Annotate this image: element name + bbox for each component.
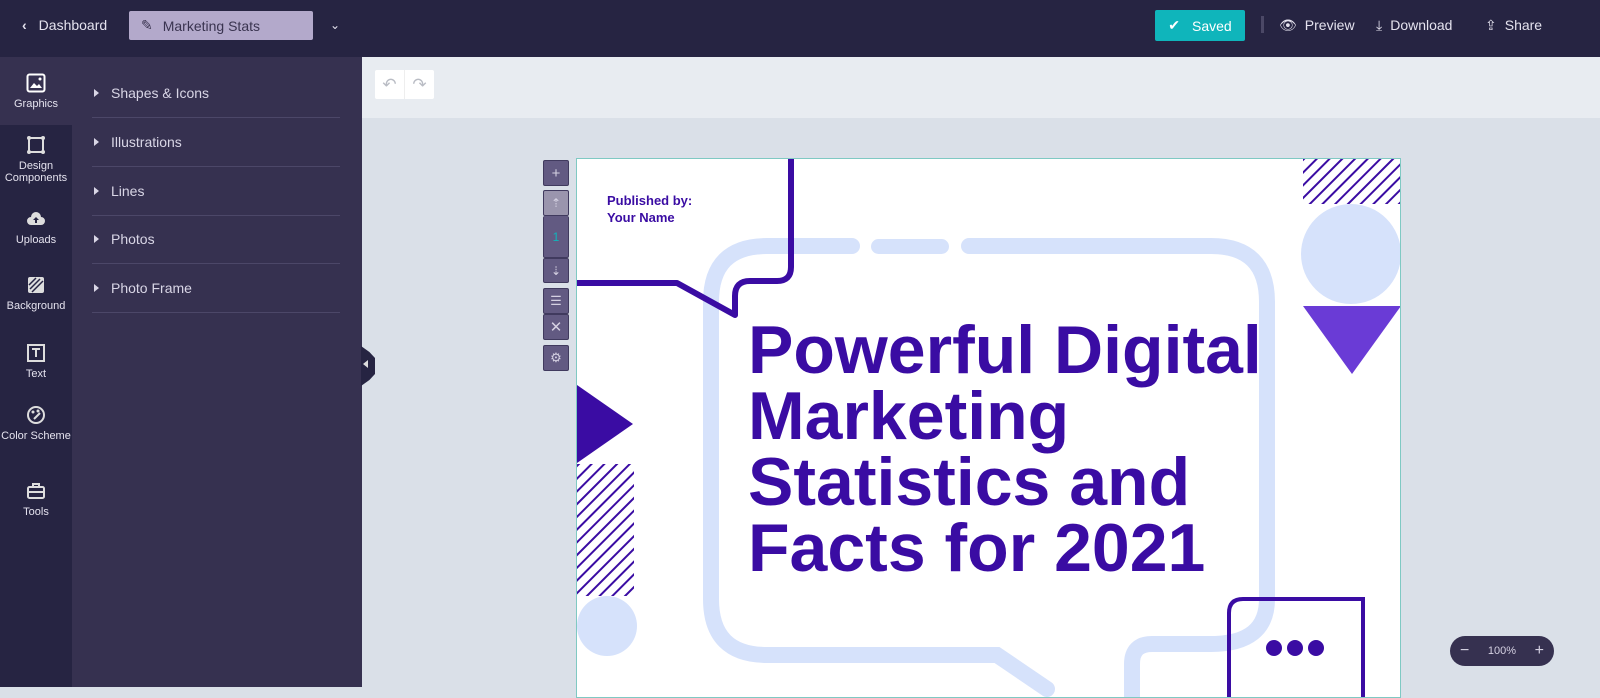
caret-right-icon xyxy=(94,138,99,146)
redo-icon[interactable]: ↷ xyxy=(404,70,434,99)
top-bar: ‹ Dashboard ✎ Marketing Stats ⌄ ✔ Saved 👁 Pr… xyxy=(0,0,1600,57)
panel-item-photos[interactable]: Photos xyxy=(92,215,340,264)
panel-item-illustrations[interactable]: Illustrations xyxy=(92,118,340,167)
artboard[interactable]: Published by: Your Name Powerful Digital … xyxy=(576,158,1401,698)
undo-redo-group: ↶ ↷ xyxy=(375,70,434,99)
plus-icon: + xyxy=(551,164,561,182)
graphics-panel: Shapes & Icons Illustrations Lines Photo… xyxy=(72,57,362,687)
panel-item-lines[interactable]: Lines xyxy=(92,167,340,216)
dash-shape xyxy=(822,239,852,254)
panel-item-photo-frame[interactable]: Photo Frame xyxy=(92,264,340,313)
circle-shape xyxy=(577,596,637,656)
check-icon: ✔ xyxy=(1168,17,1181,33)
zoom-in-button[interactable]: + xyxy=(1534,642,1544,659)
tool-rail: Graphics Design Components Uploads Backg… xyxy=(0,57,72,687)
hatch-pattern xyxy=(1303,159,1400,204)
divider xyxy=(1261,16,1264,33)
back-to-dashboard-link[interactable]: ‹ Dashboard xyxy=(22,17,108,33)
dot xyxy=(1308,640,1324,656)
outline-speech-line xyxy=(577,159,794,318)
caret-left-icon xyxy=(363,360,368,368)
cloud-upload-icon xyxy=(27,212,45,225)
palette-icon xyxy=(27,406,45,424)
rail-item-background[interactable]: Background xyxy=(0,275,72,312)
saved-button[interactable]: ✔ Saved xyxy=(1155,10,1245,41)
rail-item-tools[interactable]: Tools xyxy=(2,481,70,518)
share-icon: ⇪ xyxy=(1485,16,1497,33)
chevron-left-icon: ‹ xyxy=(22,17,27,33)
rail-item-uploads[interactable]: Uploads xyxy=(0,209,72,246)
pencil-icon: ✎ xyxy=(141,17,153,33)
move-page-up-button[interactable]: ⇡ xyxy=(543,190,569,216)
speech-bubble-shape-right xyxy=(961,238,1275,697)
headline-text[interactable]: Powerful Digital Marketing Statistics an… xyxy=(748,312,1262,586)
document-name-field[interactable]: ✎ Marketing Stats xyxy=(129,11,313,40)
dash-shape xyxy=(871,239,949,254)
page-number: 1 xyxy=(543,216,569,258)
speech-bubble-shape xyxy=(703,238,1055,697)
triangle-shape xyxy=(1303,306,1400,374)
gear-icon: ⚙ xyxy=(550,350,562,365)
rail-item-color-scheme[interactable]: Color Scheme xyxy=(0,405,72,442)
rail-item-text[interactable]: Text xyxy=(0,343,72,380)
add-page-button[interactable]: + xyxy=(543,160,569,186)
zoom-out-button[interactable]: − xyxy=(1460,642,1470,659)
document-menu-chevron-down-icon[interactable]: ⌄ xyxy=(330,18,341,32)
eye-icon: 👁 xyxy=(1279,16,1297,33)
duplicate-icon: ☰ xyxy=(550,293,562,308)
toolbox-icon xyxy=(27,483,45,499)
download-button[interactable]: ⤓ Download xyxy=(1376,16,1453,34)
preview-button[interactable]: 👁 Preview xyxy=(1279,16,1355,34)
canvas-toolbar xyxy=(362,57,1600,118)
text-icon xyxy=(27,344,45,362)
arrow-down-icon: ⇣ xyxy=(550,263,562,278)
zoom-control: − 100% + xyxy=(1450,636,1554,666)
download-icon: ⤓ xyxy=(1376,16,1383,33)
dot xyxy=(1287,640,1303,656)
design-graphics xyxy=(577,159,1400,697)
published-by-text[interactable]: Published by: Your Name xyxy=(607,193,693,225)
caret-right-icon xyxy=(94,284,99,292)
caret-right-icon xyxy=(94,89,99,97)
image-icon xyxy=(26,73,46,93)
chat-box-outline xyxy=(1227,597,1365,697)
delete-page-button[interactable]: ✕ xyxy=(543,314,569,340)
rail-item-design-components[interactable]: Design Components xyxy=(0,135,72,184)
arrow-up-icon: ⇡ xyxy=(550,196,562,210)
triangle-shape xyxy=(577,385,633,463)
rail-item-graphics[interactable]: Graphics xyxy=(0,57,72,125)
collapse-panel-button[interactable] xyxy=(361,346,375,386)
close-icon: ✕ xyxy=(549,319,563,336)
undo-icon[interactable]: ↶ xyxy=(382,74,397,94)
caret-right-icon xyxy=(94,235,99,243)
page-settings-button[interactable]: ⚙ xyxy=(543,345,569,371)
component-icon xyxy=(27,136,45,154)
share-button[interactable]: ⇪ Share xyxy=(1485,16,1543,34)
circle-shape xyxy=(1301,204,1400,304)
dot xyxy=(1266,640,1282,656)
move-page-down-button[interactable]: ⇣ xyxy=(543,258,569,283)
background-icon xyxy=(28,277,44,293)
hatch-pattern xyxy=(577,464,634,596)
caret-right-icon xyxy=(94,187,99,195)
panel-item-shapes-icons[interactable]: Shapes & Icons xyxy=(92,69,340,118)
zoom-level: 100% xyxy=(1487,645,1517,657)
duplicate-page-button[interactable]: ☰ xyxy=(543,288,569,314)
